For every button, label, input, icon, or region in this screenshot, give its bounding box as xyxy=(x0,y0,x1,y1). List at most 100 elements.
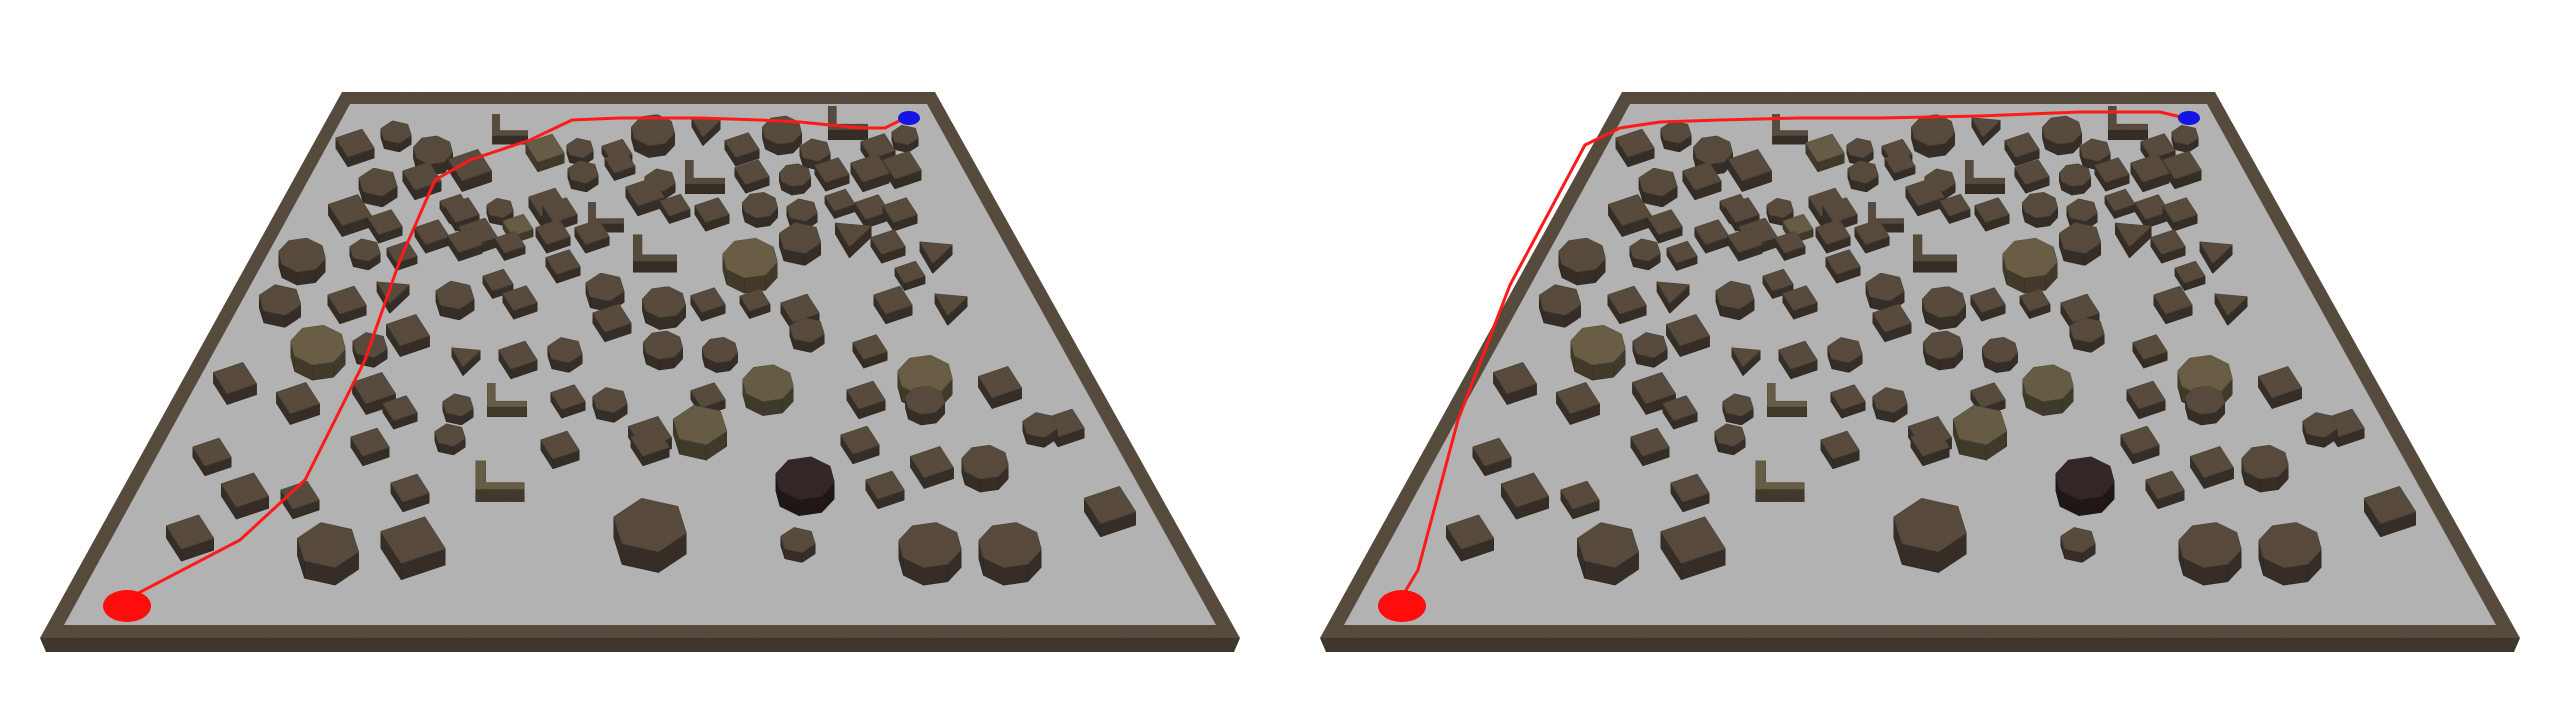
obstacle xyxy=(2019,288,2051,320)
obstacle xyxy=(349,238,381,271)
obstacle xyxy=(724,132,760,168)
obstacle xyxy=(2114,221,2152,260)
obstacle xyxy=(905,385,945,426)
obstacle xyxy=(854,194,890,230)
obstacle xyxy=(1656,280,1691,315)
obstacle xyxy=(451,346,482,377)
obstacle xyxy=(2150,229,2186,265)
obstacle xyxy=(367,209,403,245)
obstacle xyxy=(498,340,538,380)
obstacle xyxy=(435,280,475,321)
obstacle xyxy=(2094,157,2130,193)
obstacle xyxy=(2058,222,2102,267)
obstacle xyxy=(865,470,905,510)
obstacle xyxy=(1854,219,1890,255)
obstacle xyxy=(1820,430,1860,470)
obstacle xyxy=(613,497,687,574)
obstacle xyxy=(1662,395,1698,431)
obstacle xyxy=(1670,473,1710,513)
obstacle xyxy=(1825,249,1861,285)
goal-marker xyxy=(2178,111,2200,125)
obstacle xyxy=(1830,384,1866,420)
obstacle xyxy=(1964,159,2006,195)
obstacle xyxy=(1911,114,1955,159)
obstacle xyxy=(1638,167,1678,208)
obstacle xyxy=(380,516,446,581)
obstacle xyxy=(212,362,258,406)
obstacle xyxy=(2022,191,2058,229)
obstacle xyxy=(1815,219,1851,255)
obstacle xyxy=(2241,444,2289,493)
arena-wall-front xyxy=(40,638,1240,652)
obstacle xyxy=(1694,219,1730,255)
obstacle xyxy=(1782,285,1818,321)
panels-root xyxy=(40,92,2520,652)
obstacle xyxy=(434,423,466,456)
obstacle xyxy=(898,522,962,586)
arena-wall-front xyxy=(1320,638,2520,652)
obstacle xyxy=(909,446,955,490)
obstacle xyxy=(846,380,886,420)
obstacle xyxy=(2055,456,2115,517)
obstacle xyxy=(376,280,411,315)
obstacle xyxy=(165,514,215,563)
obstacle xyxy=(475,460,525,502)
obstacle xyxy=(630,427,670,467)
obstacle xyxy=(694,197,730,233)
obstacle xyxy=(2174,260,2206,292)
obstacle xyxy=(540,430,580,470)
obstacle xyxy=(1665,314,1711,358)
obstacle xyxy=(1472,437,1512,477)
obstacle xyxy=(814,157,850,193)
obstacle xyxy=(684,159,726,195)
obstacle xyxy=(1577,522,1639,586)
start-marker xyxy=(103,590,151,622)
obstacle xyxy=(659,193,691,225)
obstacle xyxy=(351,372,397,416)
obstacle xyxy=(2132,334,2168,370)
obstacle xyxy=(350,427,390,467)
obstacle xyxy=(502,285,538,321)
obstacle xyxy=(442,393,474,426)
obstacle xyxy=(545,249,581,285)
obstacle xyxy=(2022,364,2074,417)
obstacle xyxy=(789,317,825,354)
obstacle xyxy=(1555,382,1601,426)
obstacle xyxy=(1558,237,1606,286)
obstacle xyxy=(1905,177,1945,217)
obstacle xyxy=(1666,240,1698,272)
obstacle xyxy=(1872,303,1912,343)
obstacle xyxy=(2069,317,2105,354)
obstacle xyxy=(2199,240,2234,275)
obstacle xyxy=(1727,149,1773,193)
obstacle xyxy=(1774,230,1806,262)
obstacle xyxy=(1971,116,2002,147)
obstacle xyxy=(567,160,599,193)
obstacle xyxy=(402,161,442,201)
obstacle xyxy=(382,395,418,431)
obstacle xyxy=(258,284,302,329)
obstacle xyxy=(734,159,770,195)
obstacle xyxy=(840,425,880,465)
obstacle xyxy=(691,116,722,147)
obstacle xyxy=(2363,485,2417,538)
right-panel xyxy=(1320,92,2520,652)
obstacle xyxy=(1827,337,1863,374)
obstacle xyxy=(2107,105,2149,141)
obstacle xyxy=(1607,194,1653,238)
obstacle xyxy=(2302,412,2338,449)
obstacle xyxy=(2153,285,2193,325)
obstacle xyxy=(380,120,412,153)
obstacle xyxy=(525,133,565,173)
obstacle xyxy=(834,221,872,260)
obstacle xyxy=(643,330,683,371)
obstacle xyxy=(278,237,326,286)
obstacle xyxy=(642,286,686,331)
obstacle xyxy=(1922,286,1966,331)
obstacle xyxy=(2060,527,2096,564)
obstacle xyxy=(1727,227,1763,263)
obstacle xyxy=(1778,340,1818,380)
obstacle xyxy=(775,456,835,517)
obstacle xyxy=(2258,522,2322,586)
obstacle xyxy=(1731,346,1762,377)
